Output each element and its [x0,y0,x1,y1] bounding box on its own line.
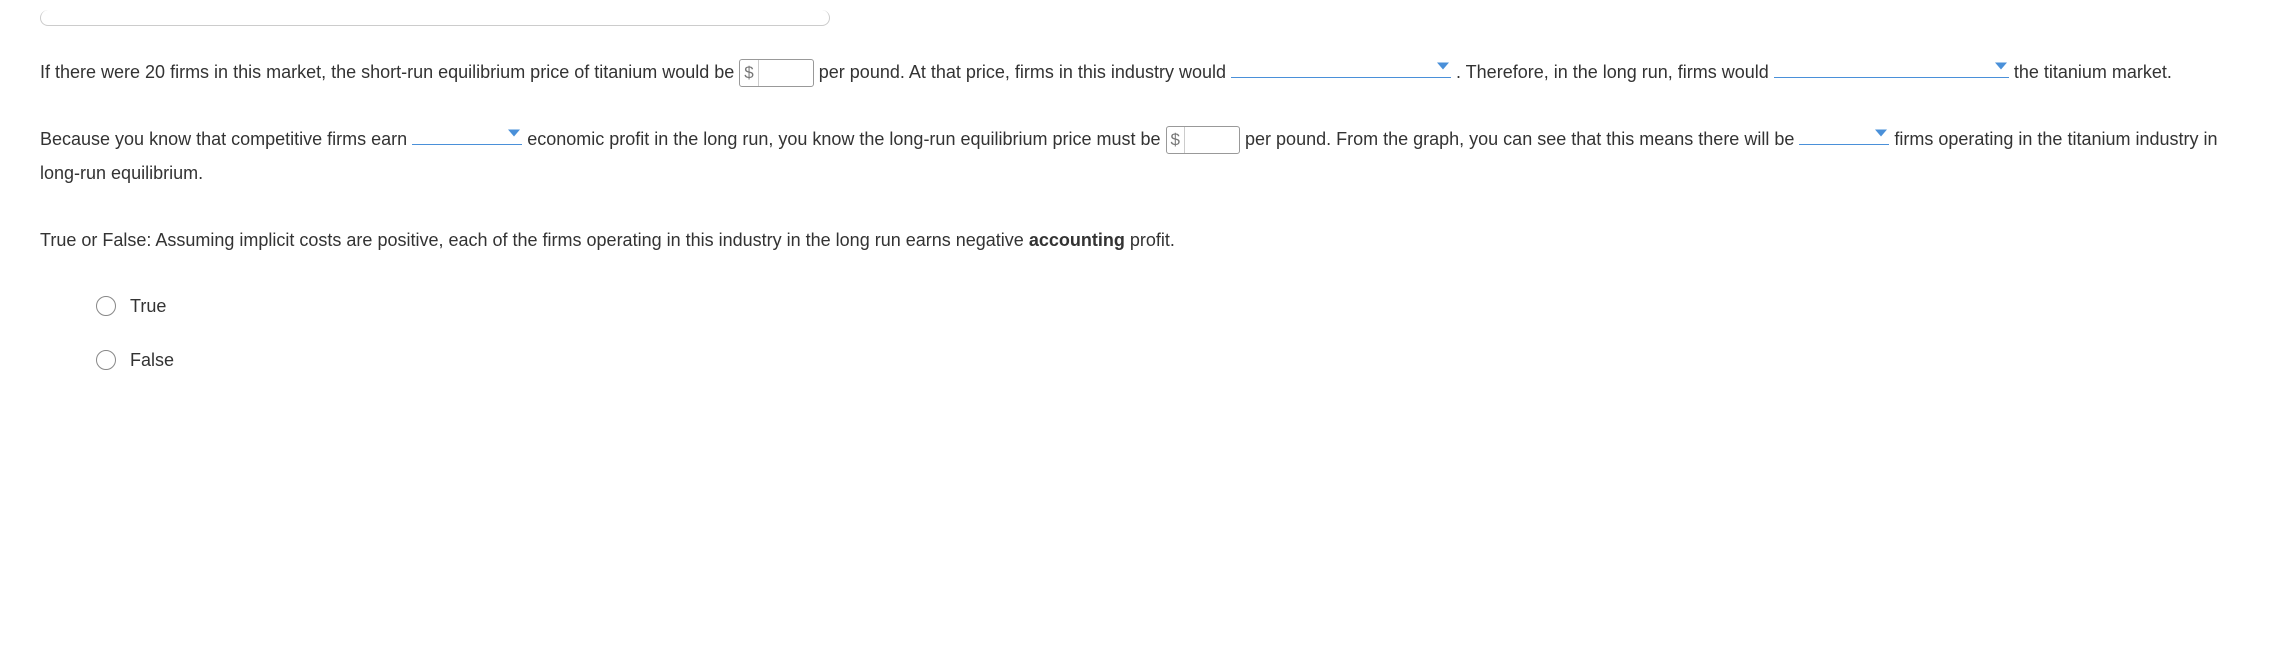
paragraph-1: If there were 20 firms in this market, t… [40,54,2254,89]
price-input-1[interactable] [759,61,813,85]
dollar-prefix: $ [1167,127,1185,153]
tf-prefix: True or False: Assuming implicit costs a… [40,230,1029,250]
radio-option-false[interactable]: False [96,343,2254,377]
text-segment: . Therefore, in the long run, firms woul… [1456,62,1774,82]
radio-label-true: True [130,289,166,323]
dropdown-profit-loss[interactable] [1231,54,1451,78]
dropdown-enter-exit[interactable] [1774,54,2009,78]
text-segment: the titanium market. [2014,62,2172,82]
radio-option-true[interactable]: True [96,289,2254,323]
text-segment: economic profit in the long run, you kno… [527,129,1165,149]
tf-bold: accounting [1029,230,1125,250]
price-input-2-wrapper[interactable]: $ [1166,126,1240,154]
caret-down-icon [1995,62,2007,69]
text-segment: If there were 20 firms in this market, t… [40,62,739,82]
text-segment: per pound. From the graph, you can see t… [1245,129,1799,149]
text-segment: Because you know that competitive firms … [40,129,412,149]
previous-box-bottom [40,10,830,26]
price-input-2[interactable] [1185,128,1239,152]
radio-circle-icon[interactable] [96,350,116,370]
true-false-question: True or False: Assuming implicit costs a… [40,223,2254,257]
text-segment: per pound. At that price, firms in this … [819,62,1231,82]
caret-down-icon [1875,129,1887,136]
tf-suffix: profit. [1125,230,1175,250]
radio-circle-icon[interactable] [96,296,116,316]
radio-label-false: False [130,343,174,377]
dropdown-economic-profit[interactable] [412,121,522,145]
question-container: If there were 20 firms in this market, t… [0,0,2294,437]
dropdown-firm-count[interactable] [1799,121,1889,145]
dollar-prefix: $ [740,60,758,86]
caret-down-icon [1437,62,1449,69]
radio-group: True False [40,289,2254,377]
paragraph-2: Because you know that competitive firms … [40,121,2254,190]
caret-down-icon [508,129,520,136]
price-input-1-wrapper[interactable]: $ [739,59,813,87]
